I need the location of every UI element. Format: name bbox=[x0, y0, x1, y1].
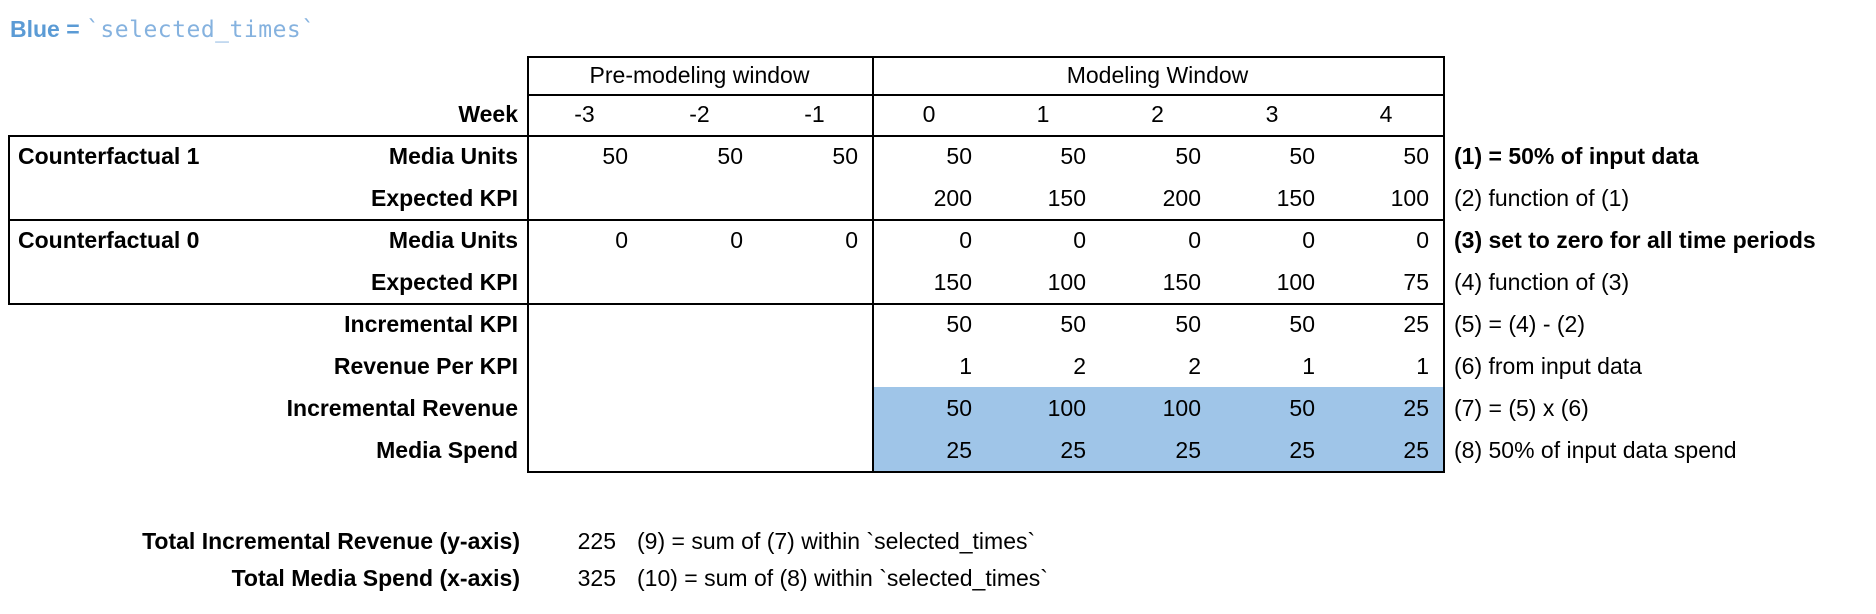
table-border bbox=[527, 471, 1445, 473]
table-cell-highlighted: 50 bbox=[946, 395, 972, 421]
week-label: Week bbox=[458, 101, 518, 127]
table-cell-highlighted: 50 bbox=[1289, 395, 1315, 421]
table-cell: 50 bbox=[832, 143, 858, 169]
row-note: (4) function of (3) bbox=[1454, 269, 1630, 295]
selected-times-highlight bbox=[874, 387, 1443, 471]
total-media-spend-value: 325 bbox=[577, 565, 616, 591]
row-label: Media Units bbox=[388, 143, 518, 169]
table-cell: 50 bbox=[1289, 311, 1315, 337]
table-cell-highlighted: 25 bbox=[1403, 395, 1429, 421]
table-cell: 1 bbox=[959, 353, 972, 379]
total-media-spend-note: (10) = sum of (8) within `selected_times… bbox=[637, 565, 1048, 591]
row-label: Expected KPI bbox=[371, 269, 518, 295]
table-cell: 0 bbox=[1302, 227, 1315, 253]
table-cell-highlighted: 25 bbox=[1289, 437, 1315, 463]
table-cell: 0 bbox=[615, 227, 628, 253]
row-note: (2) function of (1) bbox=[1454, 185, 1630, 211]
table-cell: 75 bbox=[1403, 269, 1429, 295]
table-cell: 25 bbox=[1403, 311, 1429, 337]
table-border bbox=[872, 56, 874, 473]
total-incremental-revenue-value: 225 bbox=[577, 528, 616, 554]
table-cell: 150 bbox=[933, 269, 972, 295]
table-cell: 50 bbox=[717, 143, 743, 169]
table-cell: 50 bbox=[946, 143, 972, 169]
table-cell: 150 bbox=[1276, 185, 1315, 211]
table-cell-highlighted: 25 bbox=[1403, 437, 1429, 463]
group-label-counterfactual-1: Counterfactual 1 bbox=[18, 143, 200, 169]
table-cell: 50 bbox=[602, 143, 628, 169]
table-cell: 200 bbox=[1162, 185, 1201, 211]
row-note: (5) = (4) - (2) bbox=[1454, 311, 1585, 337]
legend-blue-label: Blue = bbox=[10, 16, 87, 42]
row-note: (3) set to zero for all time periods bbox=[1454, 227, 1816, 253]
week-header-cell: -2 bbox=[689, 101, 710, 127]
table-cell: 100 bbox=[1390, 185, 1429, 211]
week-header-cell: 4 bbox=[1379, 101, 1393, 127]
table-border bbox=[527, 56, 529, 473]
week-header-cell: 2 bbox=[1151, 101, 1164, 127]
table-border bbox=[8, 135, 1445, 137]
row-note: (6) from input data bbox=[1454, 353, 1642, 379]
legend: Blue = `selected_times` bbox=[10, 13, 316, 45]
row-note: (1) = 50% of input data bbox=[1454, 143, 1699, 169]
table-border bbox=[1443, 56, 1445, 473]
table-cell: 150 bbox=[1047, 185, 1086, 211]
table-cell-highlighted: 25 bbox=[1175, 437, 1201, 463]
table-cell-highlighted: 25 bbox=[946, 437, 972, 463]
table-cell-highlighted: 25 bbox=[1060, 437, 1086, 463]
table-cell: 50 bbox=[1060, 311, 1086, 337]
total-media-spend-label: Total Media Spend (x-axis) bbox=[231, 565, 520, 591]
row-note: (7) = (5) x (6) bbox=[1454, 395, 1589, 421]
table-cell-highlighted: 100 bbox=[1162, 395, 1201, 421]
row-label: Media Spend bbox=[376, 437, 518, 463]
week-header-cell: -1 bbox=[804, 101, 825, 127]
table-cell: 0 bbox=[1416, 227, 1429, 253]
table-cell: 150 bbox=[1162, 269, 1201, 295]
table-cell: 50 bbox=[1403, 143, 1429, 169]
table-cell: 2 bbox=[1188, 353, 1201, 379]
table-cell: 50 bbox=[946, 311, 972, 337]
total-incremental-revenue-note: (9) = sum of (7) within `selected_times` bbox=[637, 528, 1036, 554]
table-cell: 200 bbox=[933, 185, 972, 211]
week-header-cell: 3 bbox=[1265, 101, 1279, 127]
modeling-window-header: Modeling Window bbox=[1066, 62, 1249, 88]
table-border bbox=[8, 219, 1445, 221]
row-label: Incremental Revenue bbox=[286, 395, 518, 421]
legend-selected-times-code: `selected_times` bbox=[86, 17, 316, 43]
table-cell: 0 bbox=[845, 227, 858, 253]
table-border bbox=[8, 135, 10, 305]
week-header-cell: -3 bbox=[574, 101, 595, 127]
table-cell: 1 bbox=[1302, 353, 1315, 379]
group-label-counterfactual-0: Counterfactual 0 bbox=[18, 227, 200, 253]
row-label: Revenue Per KPI bbox=[333, 353, 518, 379]
table-cell: 0 bbox=[730, 227, 743, 253]
table-cell: 50 bbox=[1289, 143, 1315, 169]
table-cell: 0 bbox=[1073, 227, 1086, 253]
table-border bbox=[527, 56, 1445, 58]
row-label: Incremental KPI bbox=[344, 311, 518, 337]
table-cell: 0 bbox=[1188, 227, 1201, 253]
table-cell-highlighted: 100 bbox=[1047, 395, 1086, 421]
table-cell: 1 bbox=[1416, 353, 1429, 379]
table-cell: 0 bbox=[959, 227, 972, 253]
week-header-cell: 0 bbox=[922, 101, 936, 127]
total-incremental-revenue-label: Total Incremental Revenue (y-axis) bbox=[142, 528, 520, 554]
table-cell: 100 bbox=[1276, 269, 1315, 295]
table-cell: 50 bbox=[1175, 311, 1201, 337]
pre-modeling-window-header: Pre-modeling window bbox=[589, 62, 810, 88]
table-cell: 100 bbox=[1047, 269, 1086, 295]
table-cell: 2 bbox=[1073, 353, 1086, 379]
week-header-cell: 1 bbox=[1036, 101, 1050, 127]
row-label: Media Units bbox=[388, 227, 518, 253]
row-label: Expected KPI bbox=[371, 185, 518, 211]
row-note: (8) 50% of input data spend bbox=[1454, 437, 1737, 463]
table-border bbox=[527, 94, 1445, 96]
table-border bbox=[8, 303, 1445, 305]
table-cell: 50 bbox=[1175, 143, 1201, 169]
table-cell: 50 bbox=[1060, 143, 1086, 169]
